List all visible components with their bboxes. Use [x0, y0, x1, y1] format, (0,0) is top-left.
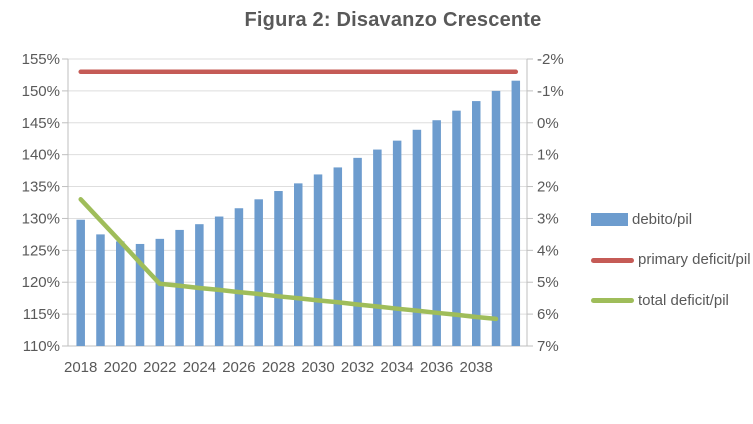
- chart-title: Figura 2: Disavanzo Crescente: [244, 9, 542, 31]
- right-axis-label: 2%: [537, 179, 559, 196]
- left-axis-label: 145%: [22, 115, 60, 132]
- bar-2029: [294, 183, 303, 346]
- bar-2021: [135, 243, 145, 346]
- bar-2036: [432, 120, 441, 346]
- legend-swatch-debito: [591, 213, 628, 226]
- bar-2038: [472, 101, 481, 346]
- left-axis-label: 135%: [22, 179, 60, 196]
- bar-2034: [392, 140, 402, 346]
- legend-item-primary-deficit: primary deficit/pil: [591, 251, 751, 268]
- left-axis-label: 130%: [22, 210, 60, 227]
- right-axis-label: -1%: [537, 83, 564, 100]
- bar-2033: [373, 149, 382, 346]
- bar-2026: [234, 208, 244, 346]
- x-axis-label: 2030: [301, 359, 334, 376]
- bar-2031: [333, 167, 343, 346]
- left-axis-label: 115%: [23, 306, 60, 323]
- bar-2019: [96, 234, 105, 346]
- left-axis-label: 120%: [22, 274, 60, 291]
- legend-label-total-deficit: total deficit/pil: [638, 292, 729, 309]
- x-axis-label: 2022: [143, 359, 176, 376]
- x-axis-label: 2036: [420, 359, 453, 376]
- x-axis-label: 2018: [64, 359, 97, 376]
- bar-2025: [214, 216, 224, 346]
- legend-swatch-primary-deficit: [591, 258, 634, 263]
- bar-2027: [254, 199, 263, 346]
- x-axis-label: 2020: [104, 359, 137, 376]
- total-deficit-line: [78, 197, 499, 322]
- bar-2037: [452, 110, 461, 346]
- bar-2018: [76, 219, 85, 346]
- bar-2022: [155, 238, 165, 346]
- x-axis-label: 2034: [380, 359, 413, 376]
- left-axis-label: 125%: [22, 242, 60, 259]
- bar-2028: [274, 191, 283, 346]
- bar-2032: [353, 157, 362, 346]
- left-axis-label: 110%: [23, 338, 60, 355]
- right-axis-label: 3%: [537, 210, 559, 227]
- bar-2035: [412, 129, 422, 346]
- legend-label-debito: debito/pil: [632, 211, 693, 228]
- x-axis-label: 2026: [222, 359, 255, 376]
- legend-item-total-deficit: total deficit/pil: [591, 292, 729, 309]
- bar-2020: [116, 241, 125, 346]
- x-axis-label: 2028: [262, 359, 295, 376]
- left-axis-label: 155%: [22, 51, 60, 68]
- legend-item-debito: debito/pil: [591, 211, 692, 228]
- bar-2039: [491, 90, 501, 346]
- x-axis-label: 2032: [341, 359, 374, 376]
- right-axis-label: 1%: [537, 147, 559, 164]
- bar-2040: [511, 80, 521, 347]
- right-axis-label: 7%: [537, 338, 559, 355]
- legend-label-primary-deficit: primary deficit/pil: [638, 251, 751, 268]
- left-axis-label: 140%: [22, 147, 60, 164]
- x-axis-label: 2038: [460, 359, 493, 376]
- bar-2024: [195, 224, 204, 346]
- right-axis-label: 5%: [537, 274, 559, 291]
- bar-2030: [313, 174, 323, 346]
- legend-swatch-total-deficit: [591, 298, 634, 303]
- left-axis-label: 150%: [22, 83, 60, 100]
- right-axis-label: 4%: [537, 242, 559, 259]
- right-axis-label: -2%: [537, 51, 564, 68]
- right-axis-label: 6%: [537, 306, 559, 323]
- x-axis-label: 2024: [183, 359, 216, 376]
- right-axis-label: 0%: [537, 115, 559, 132]
